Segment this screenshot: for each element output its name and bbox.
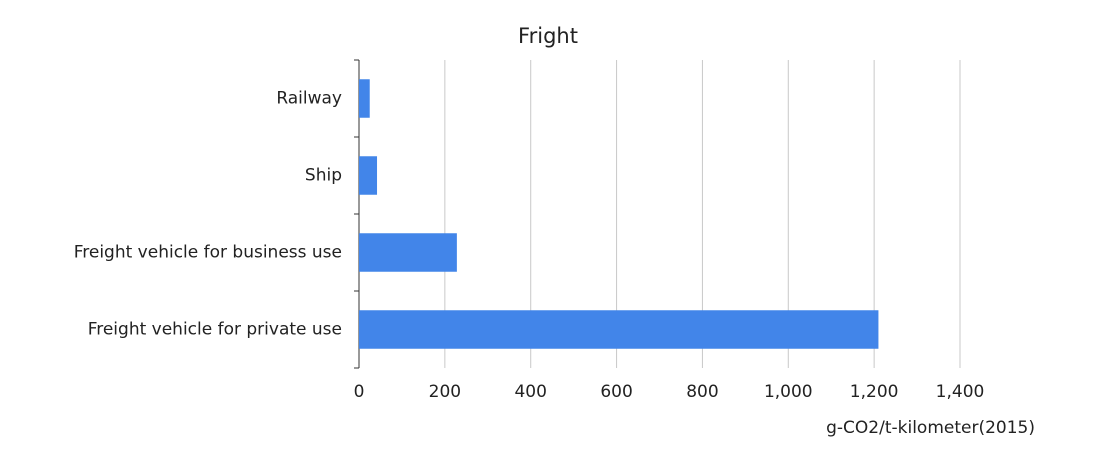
x-tick-label: 1,000 [764,382,813,402]
x-tick-label: 200 [429,382,461,402]
x-tick-label: 1,400 [936,382,985,402]
x-tick-label: 1,200 [850,382,899,402]
x-tick-label: 600 [600,382,632,402]
x-tick-label: 800 [686,382,718,402]
y-tick-label: Freight vehicle for private use [88,320,342,340]
y-tick-label: Ship [305,166,342,186]
y-tick-label: Railway [276,89,342,109]
x-tick-label: 0 [354,382,365,402]
bar [359,156,378,195]
bar [359,79,370,118]
chart-title: Fright [518,24,578,48]
x-tick-label: 400 [514,382,546,402]
x-axis-label: g-CO2/t-kilometer(2015) [826,418,1035,438]
bar [359,233,457,272]
bar [359,310,879,349]
y-tick-label: Freight vehicle for business use [74,243,342,263]
